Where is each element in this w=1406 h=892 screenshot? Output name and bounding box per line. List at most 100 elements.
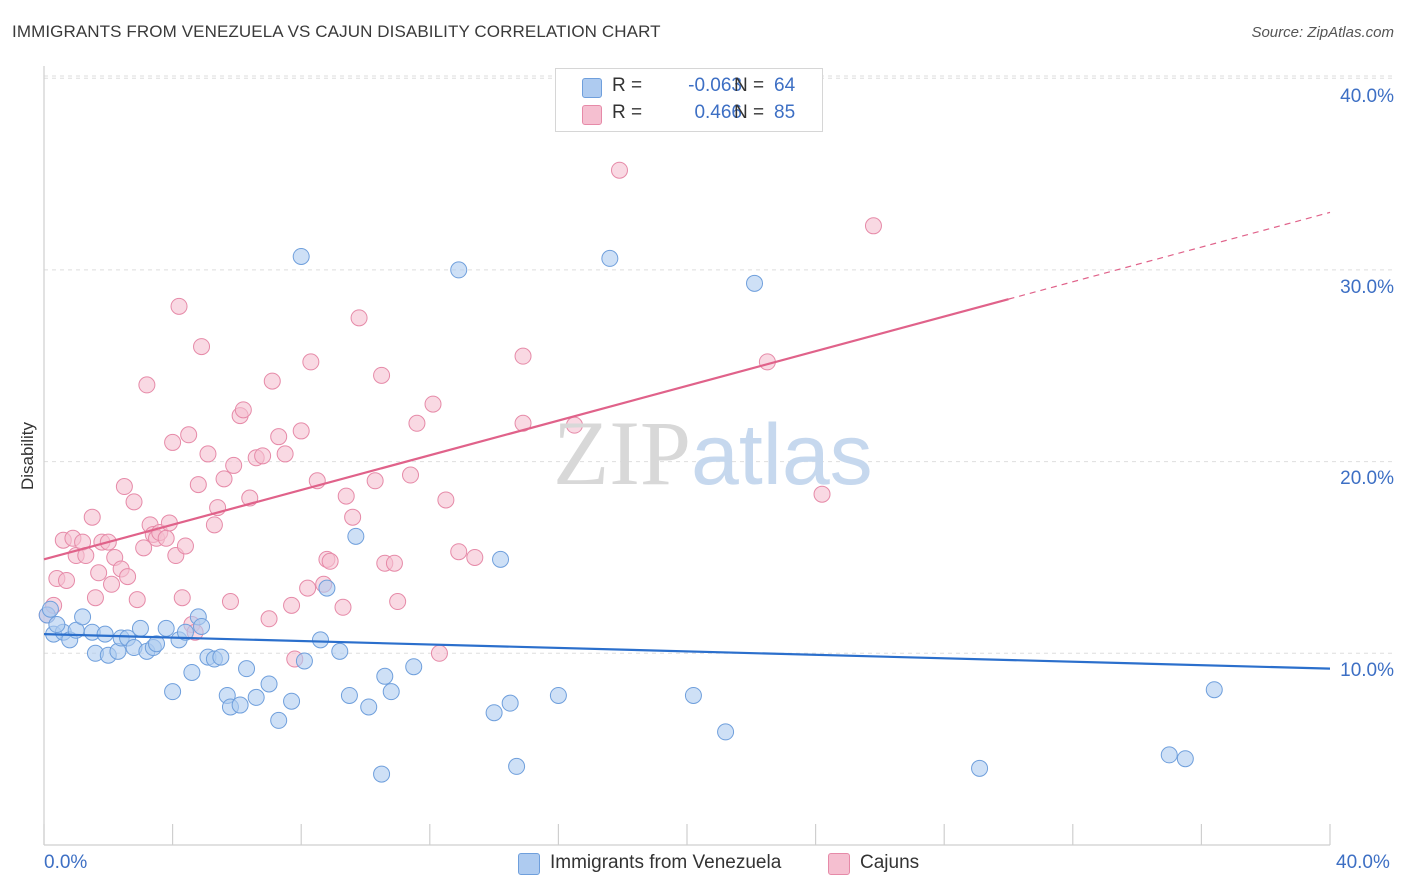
data-point [344, 508, 362, 526]
data-point [321, 552, 339, 570]
cajun-legend-swatch [828, 853, 850, 875]
data-point [311, 631, 329, 649]
data-point [270, 711, 288, 729]
data-point [128, 591, 146, 609]
y-tick-label: 30.0% [1340, 277, 1394, 298]
data-point [382, 683, 400, 701]
data-point [41, 600, 59, 618]
series-venezuela [38, 247, 1223, 783]
data-point [221, 593, 239, 611]
data-point [610, 161, 628, 179]
data-point [385, 554, 403, 572]
data-point [601, 249, 619, 267]
data-point [466, 548, 484, 566]
venezuela-swatch [582, 78, 602, 98]
n-label: N = [734, 102, 765, 123]
data-point [193, 338, 211, 356]
data-point [299, 579, 317, 597]
data-point [373, 765, 391, 783]
data-point [514, 347, 532, 365]
trend-line-cajun [43, 298, 1009, 561]
source-label: Source: ZipAtlas.com [1251, 24, 1394, 41]
data-point [83, 508, 101, 526]
legend-label: Immigrants from Venezuela [550, 852, 782, 873]
data-point [205, 516, 223, 534]
data-point [302, 353, 320, 371]
watermark-atlas: atlas [691, 407, 873, 503]
data-point [450, 261, 468, 279]
data-point [337, 487, 355, 505]
data-point [176, 623, 194, 641]
data-point [405, 658, 423, 676]
data-point [292, 247, 310, 265]
chart-title: IMMIGRANTS FROM VENEZUELA VS CAJUN DISAB… [12, 22, 661, 41]
data-point [260, 675, 278, 693]
data-point [366, 472, 384, 490]
data-point [437, 491, 455, 509]
data-point [238, 660, 256, 678]
data-point [138, 376, 156, 394]
legend-label: Cajuns [860, 852, 920, 873]
data-point [183, 663, 201, 681]
data-point [86, 589, 104, 607]
n-value: 64 [774, 75, 796, 96]
data-point [90, 564, 108, 582]
data-point [408, 414, 426, 432]
data-point [58, 571, 76, 589]
data-point [350, 309, 368, 327]
data-point [276, 445, 294, 463]
correlation-stats-box: R = -0.063 N = 64 R = 0.466 N = 85 [555, 68, 823, 132]
data-point [508, 757, 526, 775]
grid-lines [44, 75, 1392, 654]
data-point [1205, 681, 1223, 699]
data-point [684, 686, 702, 704]
data-point [199, 445, 217, 463]
data-point [225, 456, 243, 474]
data-point [746, 274, 764, 292]
data-point [347, 527, 365, 545]
y-tick-label: 20.0% [1340, 468, 1394, 489]
data-point [424, 395, 442, 413]
axes [43, 66, 1331, 846]
r-label: R = [612, 102, 643, 123]
data-point [971, 759, 989, 777]
y-tick-label: 10.0% [1340, 660, 1394, 681]
data-point [514, 414, 532, 432]
data-point [283, 596, 301, 614]
data-point [270, 428, 288, 446]
cajun-swatch [582, 105, 602, 125]
data-point [389, 593, 407, 611]
venezuela-legend-swatch [518, 853, 540, 875]
data-point [260, 610, 278, 628]
data-point [501, 694, 519, 712]
data-point [1160, 746, 1178, 764]
data-point [295, 652, 313, 670]
data-point [231, 696, 249, 714]
data-point [189, 476, 207, 494]
data-point [263, 372, 281, 390]
data-point [283, 692, 301, 710]
y-tick-label: 40.0% [1340, 86, 1394, 107]
r-label: R = [612, 75, 643, 96]
data-point [96, 625, 114, 643]
data-point [173, 589, 191, 607]
data-point [157, 529, 175, 547]
data-point [492, 550, 510, 568]
data-point [115, 478, 133, 496]
data-point [212, 648, 230, 666]
x-tick-label: 40.0% [1336, 852, 1390, 873]
data-point [450, 543, 468, 561]
data-point [402, 466, 420, 484]
data-point [164, 433, 182, 451]
data-point [331, 642, 349, 660]
r-value: 0.466 [694, 102, 742, 123]
data-point [254, 447, 272, 465]
data-point [864, 217, 882, 235]
data-point [430, 644, 448, 662]
n-value: 85 [774, 102, 796, 123]
y-axis-label: Disability [18, 421, 37, 491]
data-point [215, 470, 233, 488]
data-point [376, 667, 394, 685]
n-label: N = [734, 75, 765, 96]
